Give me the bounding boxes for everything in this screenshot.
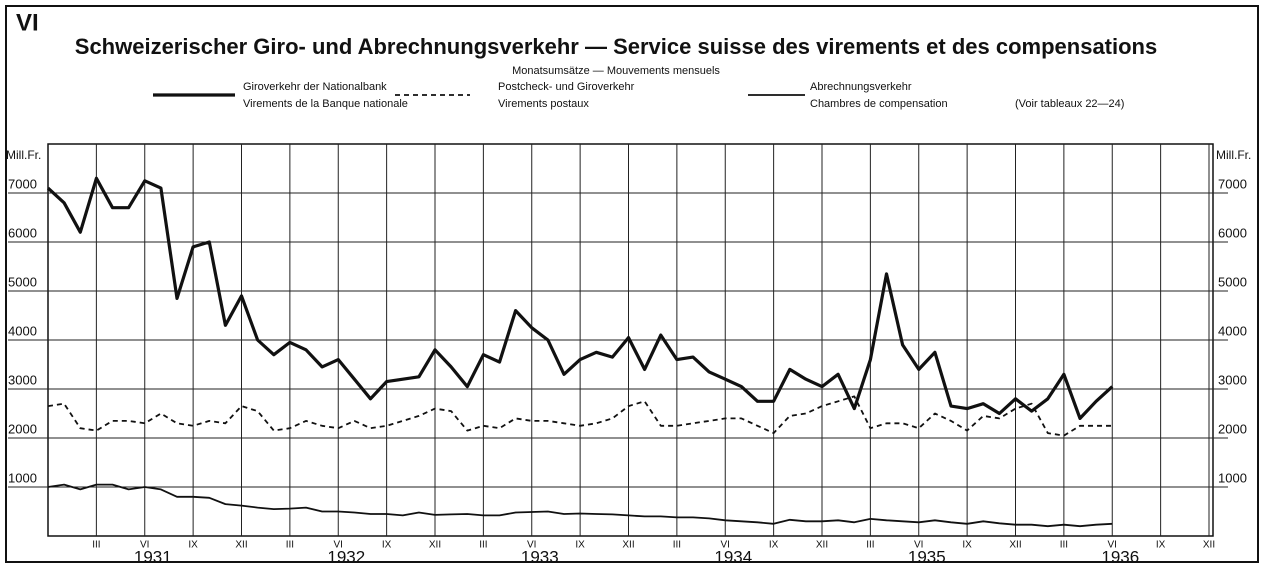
x-tick-label: IX — [382, 540, 392, 551]
x-tick-label: VI — [334, 540, 343, 551]
series-line — [47, 483, 1113, 528]
x-tick-label: XII — [1203, 540, 1215, 551]
y-axis-label: Mill.Fr. — [6, 148, 41, 162]
outer-frame — [5, 5, 1259, 563]
legend-label: Abrechnungsverkehr — [810, 81, 912, 93]
series-line — [47, 395, 1113, 437]
x-tick-label: VI — [721, 540, 730, 551]
legend-label-fr: Virements postaux — [498, 98, 589, 110]
x-tick-label: III — [1060, 540, 1068, 551]
x-tick-label: VI — [1108, 540, 1117, 551]
year-label: 1935 — [908, 547, 946, 566]
y-tick-label: 6000 — [8, 225, 37, 240]
legend-label: Giroverkehr der Nationalbank — [243, 81, 387, 93]
y-tick-label: 5000 — [8, 274, 37, 289]
legend-label-fr: Chambres de compensation — [810, 98, 948, 110]
year-label: 1931 — [134, 547, 172, 566]
y-tick-label-right: 7000 — [1218, 176, 1247, 191]
y-tick-label: 7000 — [8, 176, 37, 191]
x-tick-label: IX — [188, 540, 198, 551]
legend-label: Postcheck- und Giroverkehr — [498, 81, 635, 93]
x-tick-label: III — [286, 540, 294, 551]
x-tick-label: VI — [140, 540, 149, 551]
note: (Voir tableaux 22—24) — [1015, 98, 1124, 110]
x-tick-label: III — [479, 540, 487, 551]
panel-label: VI — [16, 9, 39, 36]
x-tick-label: IX — [962, 540, 972, 551]
year-label: 1933 — [521, 547, 559, 566]
chart-title: Schweizerischer Giro- und Abrechnungsver… — [75, 34, 1157, 59]
year-label: 1934 — [714, 547, 752, 566]
y-tick-label-right: 5000 — [1218, 274, 1247, 289]
x-tick-label: III — [92, 540, 100, 551]
y-tick-label: 2000 — [8, 421, 37, 436]
y-tick-label-right: 2000 — [1218, 421, 1247, 436]
x-tick-label: VI — [527, 540, 536, 551]
x-tick-label: XII — [816, 540, 828, 551]
series-line — [46, 176, 1114, 420]
year-label: 1932 — [327, 547, 365, 566]
x-tick-label: IX — [769, 540, 779, 551]
y-tick-label-right: 1000 — [1218, 470, 1247, 485]
x-tick-label: XII — [622, 540, 634, 551]
x-tick-label: XII — [429, 540, 441, 551]
y-tick-label-right: 6000 — [1218, 225, 1247, 240]
x-tick-label: III — [866, 540, 874, 551]
y-tick-label-right: 4000 — [1218, 323, 1247, 338]
y-tick-label: 4000 — [8, 323, 37, 338]
x-tick-label: IX — [1156, 540, 1166, 551]
x-tick-label: VI — [914, 540, 923, 551]
x-tick-label: XII — [235, 540, 247, 551]
y-axis-label-right: Mill.Fr. — [1216, 148, 1251, 162]
year-label: 1936 — [1101, 547, 1139, 566]
legend-label-fr: Virements de la Banque nationale — [243, 98, 408, 110]
x-tick-label: XII — [1009, 540, 1021, 551]
x-tick-label: IX — [575, 540, 585, 551]
y-tick-label-right: 3000 — [1218, 372, 1247, 387]
chart-subtitle: Monatsumsätze — Mouvements mensuels — [512, 65, 720, 77]
y-tick-label: 1000 — [8, 470, 37, 485]
x-tick-label: III — [673, 540, 681, 551]
y-tick-label: 3000 — [8, 372, 37, 387]
